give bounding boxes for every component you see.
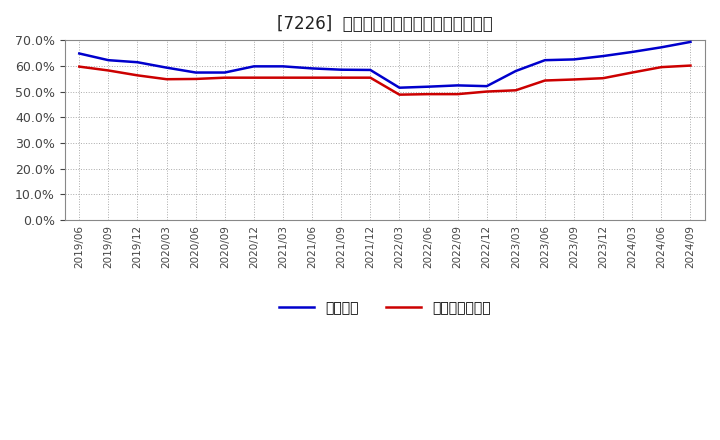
固定比率 [220,70,229,75]
固定長期適合率 [220,75,229,81]
固定比率 [570,57,578,62]
固定比率 [657,45,666,50]
固定長期適合率 [133,73,142,78]
固定比率 [686,39,695,44]
固定比率 [482,84,491,89]
固定長期適合率 [657,65,666,70]
固定比率 [250,64,258,69]
固定比率 [279,64,287,69]
固定長期適合率 [511,88,520,93]
固定長期適合率 [395,92,404,97]
固定長期適合率 [307,75,316,81]
Title: [7226]  固定比率、固定長期適合率の推移: [7226] 固定比率、固定長期適合率の推移 [277,15,492,33]
固定長期適合率 [250,75,258,81]
固定比率 [454,83,462,88]
固定長期適合率 [424,92,433,97]
固定長期適合率 [454,92,462,97]
固定比率 [511,68,520,73]
Line: 固定比率: 固定比率 [79,42,690,88]
Line: 固定長期適合率: 固定長期適合率 [79,66,690,95]
固定比率 [395,85,404,90]
固定比率 [307,66,316,71]
固定長期適合率 [75,64,84,69]
固定長期適合率 [162,77,171,82]
固定長期適合率 [570,77,578,82]
固定比率 [75,51,84,56]
Legend: 固定比率, 固定長期適合率: 固定比率, 固定長期適合率 [274,296,496,321]
固定長期適合率 [279,75,287,81]
固定比率 [541,58,549,63]
固定比率 [337,67,346,72]
固定比率 [162,65,171,70]
固定長期適合率 [686,63,695,68]
固定長期適合率 [366,75,374,81]
固定比率 [192,70,200,75]
固定長期適合率 [104,68,113,73]
固定長期適合率 [337,75,346,81]
固定比率 [366,67,374,73]
固定長期適合率 [628,70,636,75]
固定長期適合率 [599,76,608,81]
固定長期適合率 [192,76,200,81]
固定比率 [133,59,142,65]
固定長期適合率 [482,89,491,94]
固定比率 [104,58,113,63]
固定比率 [424,84,433,89]
固定比率 [628,49,636,55]
固定比率 [599,53,608,59]
固定長期適合率 [541,78,549,83]
